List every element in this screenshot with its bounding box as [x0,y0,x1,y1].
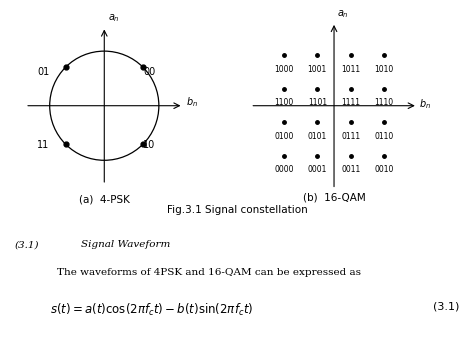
Text: 1000: 1000 [274,65,293,74]
Text: (a)  4-PSK: (a) 4-PSK [79,194,130,204]
Text: 00: 00 [143,67,155,77]
Text: 1001: 1001 [308,65,327,74]
Text: $b_n$: $b_n$ [419,97,431,110]
Text: $a_n$: $a_n$ [108,12,119,24]
Text: 1101: 1101 [308,98,327,107]
Text: 1100: 1100 [274,98,293,107]
Text: 0011: 0011 [341,165,360,174]
Text: Signal Waveform: Signal Waveform [81,240,170,249]
Text: (3.1): (3.1) [14,240,39,249]
Text: 0010: 0010 [374,165,394,174]
Text: (3.1): (3.1) [433,302,460,312]
Text: 01: 01 [37,67,49,77]
Text: 1110: 1110 [374,98,394,107]
Text: 1011: 1011 [341,65,360,74]
Text: 0100: 0100 [274,132,293,140]
Text: 11: 11 [37,140,49,150]
Text: 0110: 0110 [374,132,394,140]
Text: 0001: 0001 [308,165,327,174]
Text: $s(t) = a(t)\cos(2\pi f_c t) - b(t)\sin(2\pi f_c t)$: $s(t) = a(t)\cos(2\pi f_c t) - b(t)\sin(… [50,302,253,318]
Text: 0101: 0101 [308,132,327,140]
Text: 10: 10 [143,140,155,150]
Text: 1010: 1010 [374,65,394,74]
Text: 0111: 0111 [341,132,360,140]
Text: The waveforms of 4PSK and 16-QAM can be expressed as: The waveforms of 4PSK and 16-QAM can be … [57,268,361,277]
Text: $b_n$: $b_n$ [186,95,198,109]
Text: $a_n$: $a_n$ [337,9,348,20]
Text: Fig.3.1 Signal constellation: Fig.3.1 Signal constellation [167,205,307,214]
Text: 0000: 0000 [274,165,293,174]
Text: (b)  16-QAM: (b) 16-QAM [303,193,365,203]
Text: 1111: 1111 [341,98,360,107]
